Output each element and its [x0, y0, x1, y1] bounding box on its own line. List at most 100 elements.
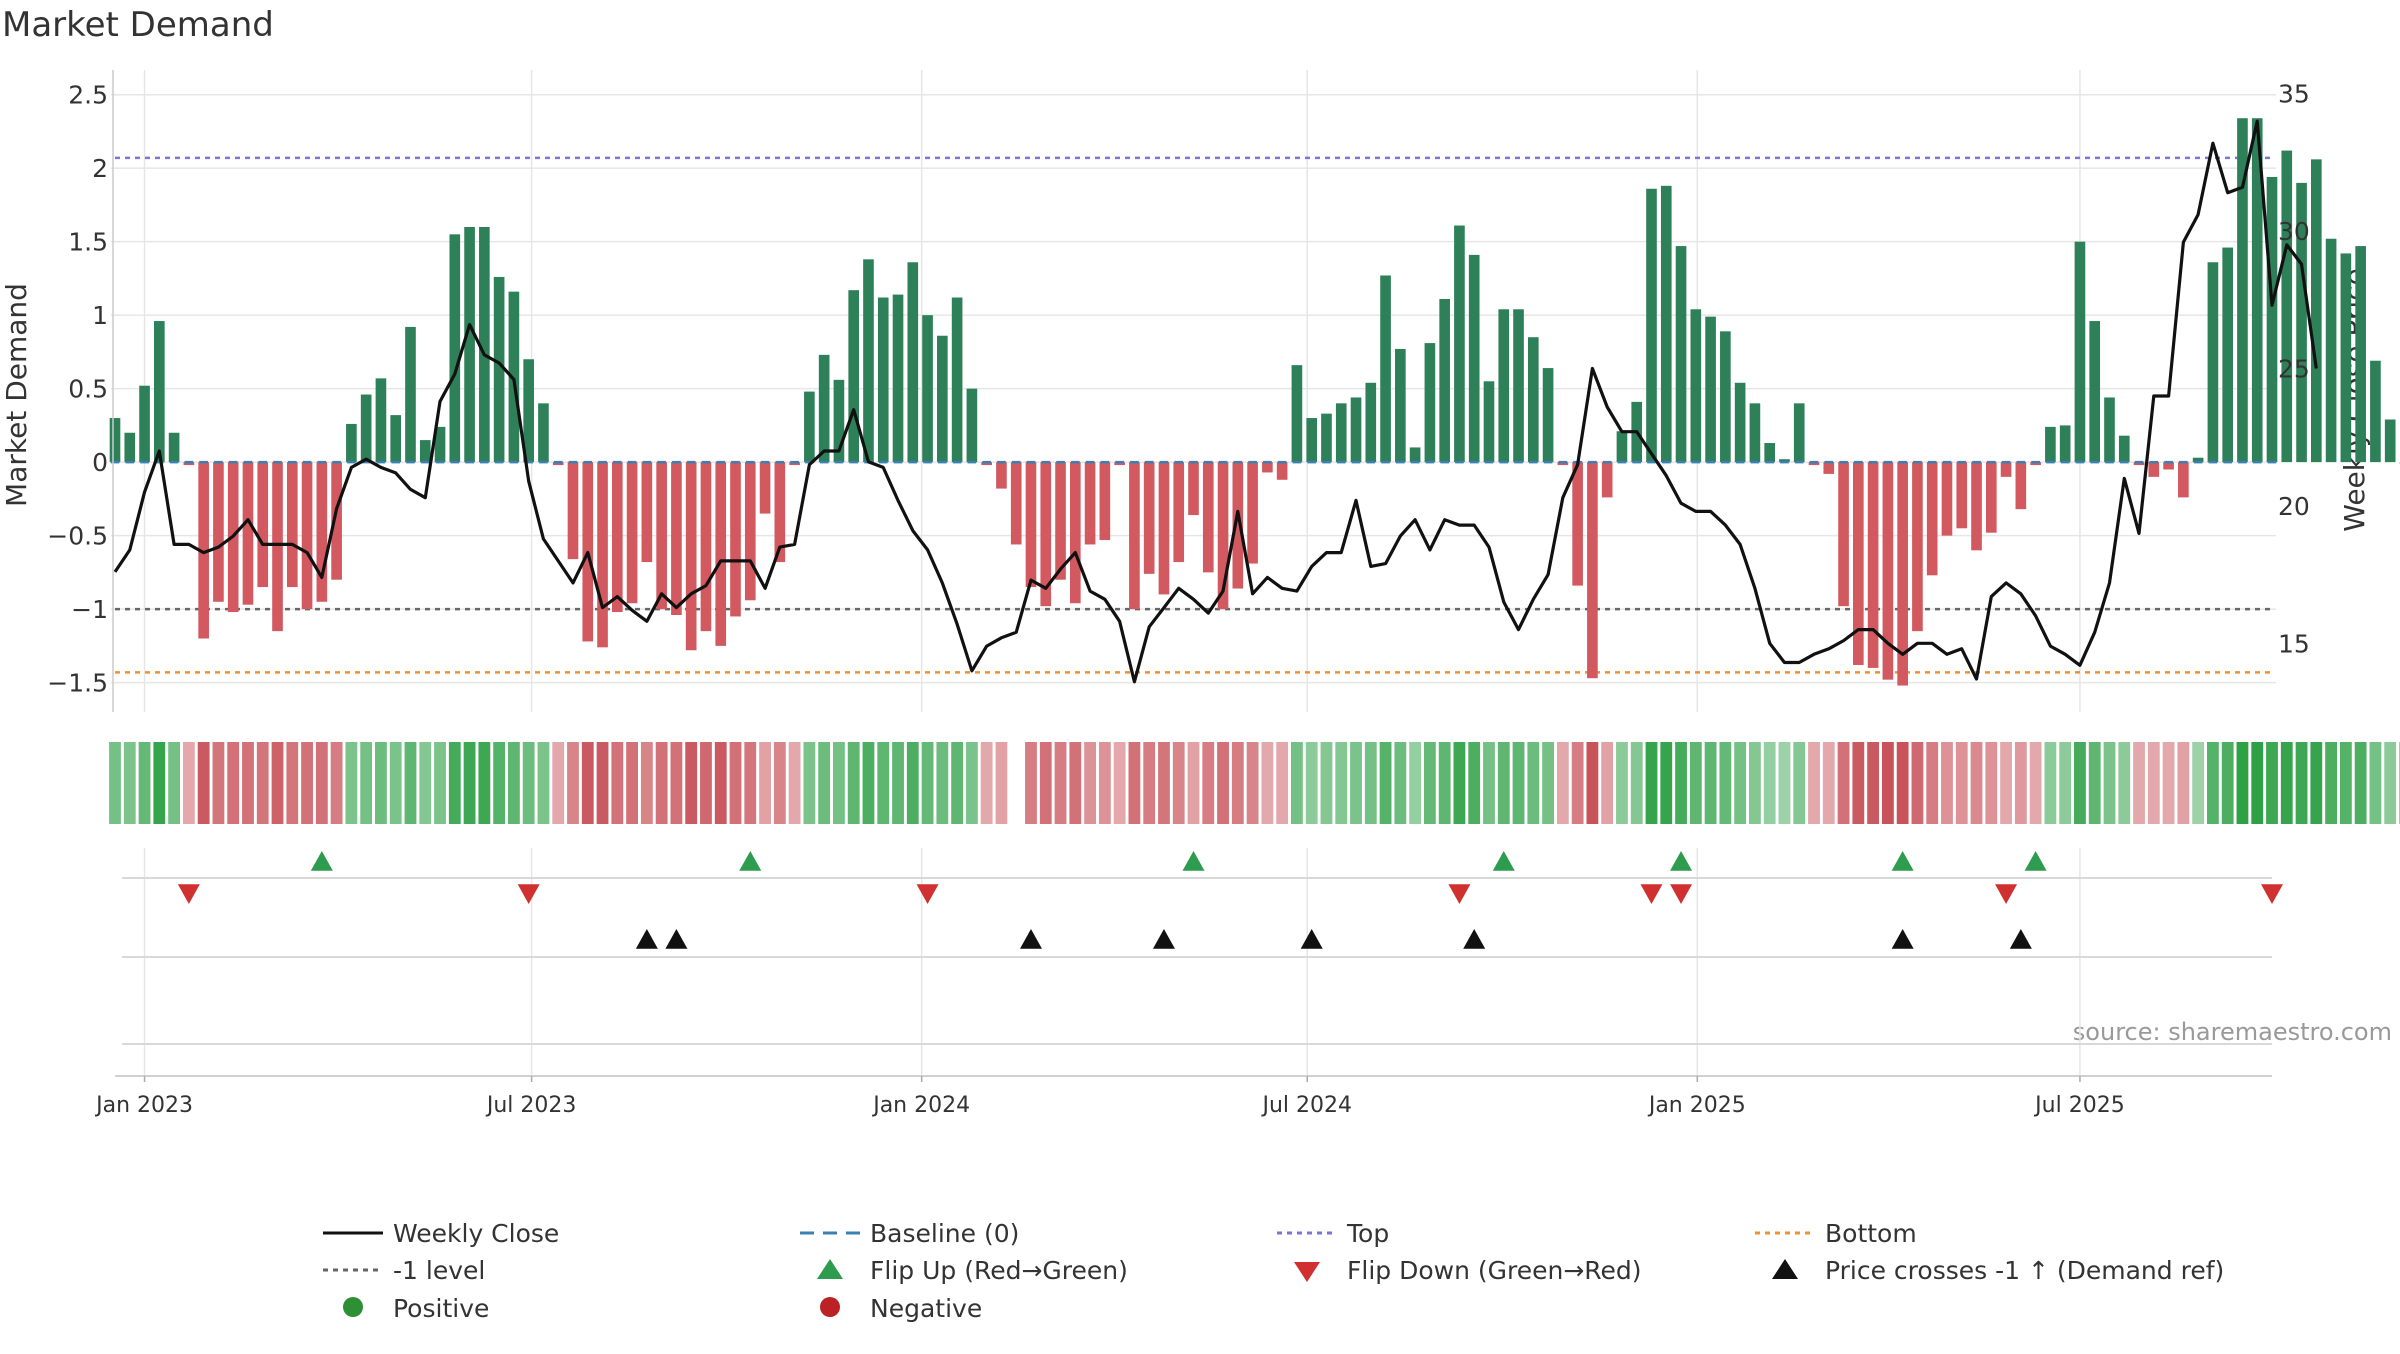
heat-cell-86	[1380, 742, 1392, 824]
demand-bar-14	[317, 462, 328, 602]
heat-cell-127	[1985, 742, 1997, 824]
heat-cell-34	[611, 742, 623, 824]
heat-cell-11	[272, 742, 284, 824]
demand-bar-126	[1971, 462, 1982, 550]
y-tick-label-6: −0.5	[47, 522, 108, 551]
heat-cell-38	[671, 742, 683, 824]
heat-cell-18	[375, 742, 387, 824]
heat-cell-107	[1690, 742, 1702, 824]
demand-bar-44	[760, 462, 771, 513]
heat-cell-117	[1838, 742, 1850, 824]
demand-bar-100	[1587, 462, 1598, 678]
legend-swatch-positive	[343, 1297, 363, 1317]
legend-swatch-price-cross	[1772, 1259, 1798, 1279]
flip-up-marker-2	[1183, 851, 1205, 871]
flip-down-marker-5	[1670, 884, 1692, 904]
demand-bar-66	[1085, 462, 1096, 544]
heat-cell-2	[139, 742, 151, 824]
legend-label-bottom: Bottom	[1825, 1219, 1917, 1248]
heat-cell-31	[567, 742, 579, 824]
demand-bar-109	[1720, 331, 1731, 462]
heat-cell-150	[2325, 742, 2337, 824]
heat-cell-32	[582, 742, 594, 824]
demand-bar-96	[1528, 337, 1539, 462]
heat-cell-136	[2118, 742, 2130, 824]
heat-cell-147	[2281, 742, 2293, 824]
heat-cell-120	[1882, 742, 1894, 824]
y-tick-label-5: 0	[92, 448, 108, 477]
legend-label-price-cross: Price crosses -1 ↑ (Demand ref)	[1825, 1256, 2224, 1285]
demand-bar-135	[2104, 397, 2115, 462]
heat-cell-50	[848, 742, 860, 824]
heat-cell-16	[345, 742, 357, 824]
heat-cell-81	[1306, 742, 1318, 824]
y-tick-label-2: 1.5	[68, 228, 108, 257]
flip-up-marker-0	[311, 851, 333, 871]
demand-bars	[110, 118, 2400, 685]
y-axis-label: Market Demand	[0, 283, 33, 507]
heat-cell-105	[1660, 742, 1672, 824]
demand-bar-92	[1469, 255, 1480, 462]
demand-bar-149	[2311, 159, 2322, 462]
demand-bar-122	[1912, 462, 1923, 631]
heat-cell-69	[1128, 742, 1140, 824]
heat-cell-37	[656, 742, 668, 824]
heat-cell-146	[2266, 742, 2278, 824]
demand-bar-37	[656, 462, 667, 609]
legend: Weekly Close Baseline (0) Top Bottom -1 …	[323, 1219, 2224, 1323]
heat-cell-25	[478, 742, 490, 824]
demand-bar-143	[2222, 248, 2233, 463]
heat-cell-84	[1350, 742, 1362, 824]
x-tick-label-4: Jan 2025	[1647, 1093, 1746, 1118]
demand-bar-12	[287, 462, 298, 587]
y-axis: 2.521.510.50−0.5−1−1.5	[47, 70, 113, 712]
heat-cell-1	[124, 742, 136, 824]
price-cross-marker-7	[2010, 929, 2032, 949]
y2-tick-label-4: 15	[2278, 629, 2310, 658]
heat-cell-140	[2177, 742, 2189, 824]
heat-cell-139	[2163, 742, 2175, 824]
heat-cell-15	[331, 742, 343, 824]
heat-cell-23	[449, 742, 461, 824]
heat-cell-6	[198, 742, 210, 824]
heat-cell-13	[301, 742, 313, 824]
heat-cell-96	[1527, 742, 1539, 824]
heat-cell-29	[538, 742, 550, 824]
demand-bar-34	[612, 462, 623, 612]
demand-bar-78	[1262, 462, 1273, 472]
heat-cell-138	[2148, 742, 2160, 824]
demand-bar-111	[1750, 403, 1761, 462]
demand-bar-152	[2355, 246, 2366, 462]
heat-cell-125	[1956, 742, 1968, 824]
heat-cell-88	[1409, 742, 1421, 824]
heat-cell-7	[213, 742, 225, 824]
heat-cell-100	[1586, 742, 1598, 824]
heat-cell-154	[2384, 742, 2396, 824]
legend-item-baseline: Baseline (0)	[800, 1219, 1019, 1248]
heat-cell-73	[1188, 742, 1200, 824]
heat-cell-59	[981, 742, 993, 824]
demand-bar-85	[1365, 383, 1376, 462]
demand-bar-134	[2089, 321, 2100, 462]
flip-down-marker-6	[1995, 884, 2017, 904]
heat-cell-83	[1335, 742, 1347, 824]
heat-cell-71	[1158, 742, 1170, 824]
demand-bar-40	[701, 462, 712, 631]
heat-cell-49	[833, 742, 845, 824]
y2-tick-label-1: 30	[2278, 217, 2310, 246]
price-cross-marker-5	[1463, 929, 1485, 949]
demand-bar-123	[1927, 462, 1938, 575]
heat-cell-0	[109, 742, 121, 824]
legend-swatch-negative	[820, 1297, 840, 1317]
legend-label-top: Top	[1346, 1219, 1389, 1248]
heat-cell-41	[715, 742, 727, 824]
demand-bar-65	[1070, 462, 1081, 603]
heat-cell-46	[789, 742, 801, 824]
legend-item-flip-up: Flip Up (Red→Green)	[817, 1256, 1128, 1285]
heat-cell-97	[1542, 742, 1554, 824]
heat-cell-113	[1779, 742, 1791, 824]
heat-cell-66	[1084, 742, 1096, 824]
heat-cell-9	[242, 742, 254, 824]
demand-bar-142	[2208, 262, 2219, 462]
heat-cell-22	[434, 742, 446, 824]
